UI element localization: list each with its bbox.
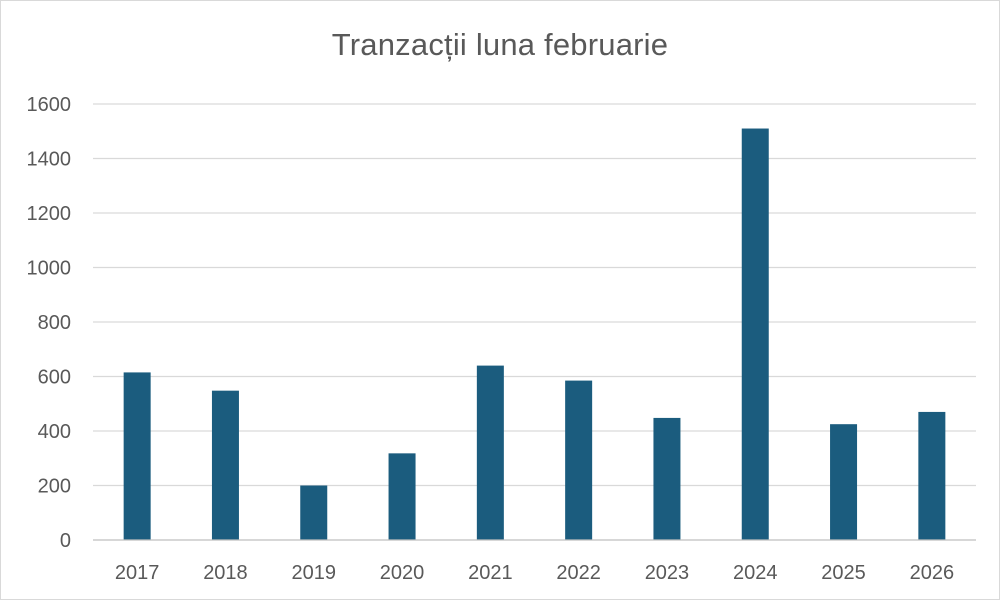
x-tick-label: 2018 (203, 562, 248, 584)
y-tick-label: 200 (38, 476, 71, 498)
y-tick-label: 0 (60, 530, 71, 552)
gridlines (93, 103, 976, 487)
x-tick-label: 2021 (468, 562, 513, 584)
bar (918, 411, 946, 540)
y-tick-label: 800 (38, 312, 71, 334)
x-tick-label: 2020 (380, 562, 425, 584)
x-tick-label: 2026 (910, 562, 955, 584)
y-tick-label: 1400 (27, 149, 72, 171)
x-tick-label: 2022 (556, 562, 601, 584)
bar (653, 417, 681, 540)
x-tick-label: 2025 (821, 562, 866, 584)
y-tick-label: 1600 (27, 94, 72, 116)
bar (476, 365, 504, 540)
y-tick-labels: 0 200 400 600 800 1000 1200 1400 1600 (27, 94, 72, 552)
x-tick-label: 2017 (115, 562, 160, 584)
x-tick-label: 2019 (292, 562, 337, 584)
bar (565, 380, 593, 540)
bar (830, 424, 858, 540)
y-tick-label: 600 (38, 367, 71, 389)
y-tick-label: 1000 (27, 258, 72, 280)
bar (300, 485, 328, 540)
chart-title: Tranzacții luna februarie (331, 27, 669, 62)
bar (123, 372, 151, 540)
x-tick-labels: 2017 2018 2019 2020 2021 2022 2023 2024 2025 2026 (115, 562, 954, 584)
y-tick-label: 400 (38, 421, 71, 443)
bar (388, 453, 416, 540)
bars (123, 128, 946, 540)
x-tick-label: 2024 (733, 562, 778, 584)
bar (211, 390, 239, 540)
y-tick-label: 1200 (27, 203, 72, 225)
bar (741, 128, 769, 540)
x-tick-label: 2023 (645, 562, 690, 584)
